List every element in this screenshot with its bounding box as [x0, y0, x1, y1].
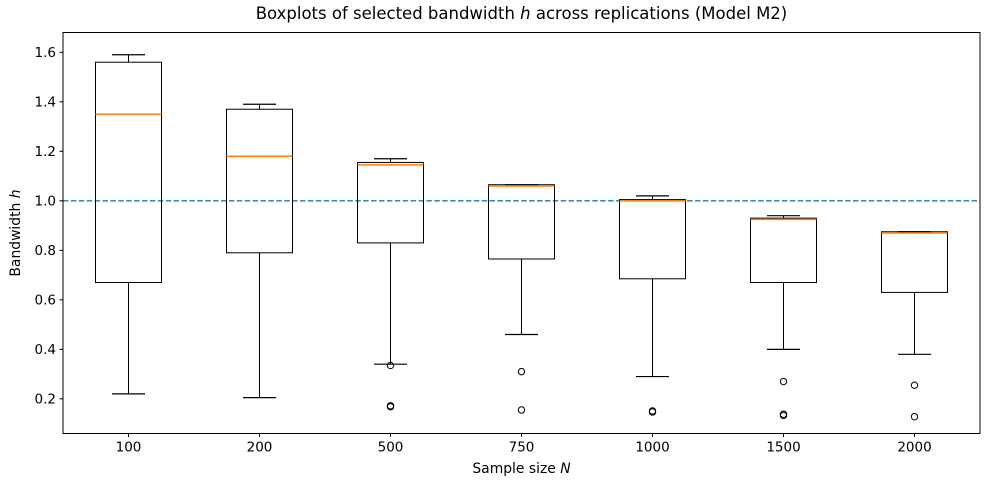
chart-title-var: h	[520, 4, 531, 23]
chart-title-suffix: across replications (Model M2)	[530, 4, 788, 23]
box-100	[95, 61, 162, 284]
x-tick-label-200: 200	[247, 440, 273, 456]
x-tick-label-100: 100	[116, 440, 142, 456]
x-axis-label-text: Sample size	[472, 461, 561, 477]
x-axis-label: Sample size N	[63, 461, 980, 477]
flier-2000-1	[910, 412, 919, 421]
x-axis-label-var: N	[560, 461, 571, 477]
flier-1000-1	[648, 408, 657, 416]
x-tick-label-750: 750	[509, 440, 535, 456]
chart-title: Boxplots of selected bandwidth h across …	[63, 4, 980, 24]
y-axis-label-text: Bandwidth	[8, 198, 24, 277]
y-tick-label-0.4: 0.4	[35, 342, 56, 358]
flier-750-0	[517, 367, 526, 376]
y-tick-label-1.6: 1.6	[35, 45, 56, 61]
flier-500-2	[386, 403, 395, 411]
y-tick-label-0.2: 0.2	[35, 392, 56, 408]
y-tick-label-1.4: 1.4	[35, 95, 56, 111]
x-tick-label-500: 500	[378, 440, 404, 456]
box-750	[488, 184, 555, 260]
flier-1500-0	[779, 377, 788, 386]
x-tick-label-1000: 1000	[635, 440, 669, 456]
flier-2000-0	[910, 381, 919, 389]
box-1000	[619, 199, 686, 280]
y-tick-label-1.0: 1.0	[35, 194, 56, 210]
box-200	[226, 108, 293, 254]
x-tick-label-2000: 2000	[897, 440, 931, 456]
box-2000	[881, 231, 948, 293]
flier-1500-2	[779, 411, 788, 420]
y-tick-label-1.2: 1.2	[35, 144, 56, 160]
axes-spines	[62, 32, 981, 434]
box-500	[357, 161, 424, 244]
flier-500-0	[386, 361, 395, 370]
y-axis-label: Bandwidth h	[8, 133, 26, 333]
flier-750-1	[517, 406, 526, 414]
y-tick-label-0.6: 0.6	[35, 293, 56, 309]
y-tick-label-0.8: 0.8	[35, 243, 56, 259]
chart-title-prefix: Boxplots of selected bandwidth	[255, 4, 521, 23]
y-axis-label-var: h	[8, 189, 24, 199]
x-tick-label-1500: 1500	[766, 440, 800, 456]
box-1500	[750, 217, 817, 284]
